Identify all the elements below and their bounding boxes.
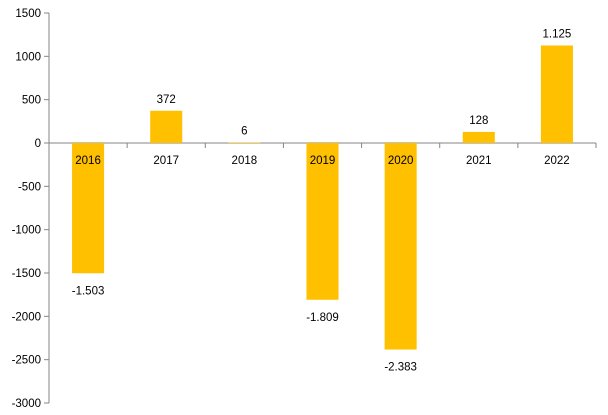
y-tick-label: 1500 bbox=[15, 8, 41, 20]
y-tick-label: -2500 bbox=[12, 355, 41, 367]
y-tick-label: 500 bbox=[22, 95, 41, 107]
bar-2018 bbox=[228, 142, 261, 144]
x-category-label: 2017 bbox=[153, 155, 179, 167]
x-axis-category-labels: 2016 2017 2018 2019 2020 2021 2022 bbox=[75, 155, 569, 167]
data-label: 6 bbox=[241, 125, 247, 137]
bar-2022 bbox=[540, 45, 573, 143]
y-tick-label: -3000 bbox=[12, 398, 41, 410]
x-category-label: 2021 bbox=[466, 155, 492, 167]
data-label: 372 bbox=[157, 94, 176, 106]
bar-2019 bbox=[306, 143, 339, 300]
bar-2021 bbox=[462, 131, 495, 143]
x-category-label: 2016 bbox=[75, 155, 101, 167]
x-category-label: 2022 bbox=[544, 155, 570, 167]
bar-2020 bbox=[384, 143, 417, 350]
data-label: -1.503 bbox=[72, 285, 105, 297]
y-tick-label: -500 bbox=[18, 181, 41, 193]
bars bbox=[72, 45, 573, 350]
bar-2017 bbox=[150, 110, 183, 143]
y-tick-label: 1000 bbox=[15, 51, 41, 63]
bar-2016 bbox=[72, 143, 105, 274]
x-category-label: 2018 bbox=[232, 155, 258, 167]
data-label: -1.809 bbox=[306, 312, 339, 324]
x-category-label: 2019 bbox=[310, 155, 336, 167]
y-tick-label: -2000 bbox=[12, 311, 41, 323]
data-labels: -1.503 372 6 -1.809 -2.383 128 1.125 bbox=[72, 29, 572, 374]
y-axis-tick-labels: 1500 1000 500 0 -500 -1000 -1500 -2000 -2500 -300… bbox=[12, 8, 41, 410]
y-tick-label: -1000 bbox=[12, 225, 41, 237]
data-label: -2.383 bbox=[384, 362, 417, 374]
x-category-label: 2020 bbox=[388, 155, 414, 167]
y-tick-label: 0 bbox=[35, 138, 41, 150]
data-label: 128 bbox=[469, 115, 488, 127]
y-tick-label: -1500 bbox=[12, 268, 41, 280]
data-label: 1.125 bbox=[543, 29, 572, 41]
